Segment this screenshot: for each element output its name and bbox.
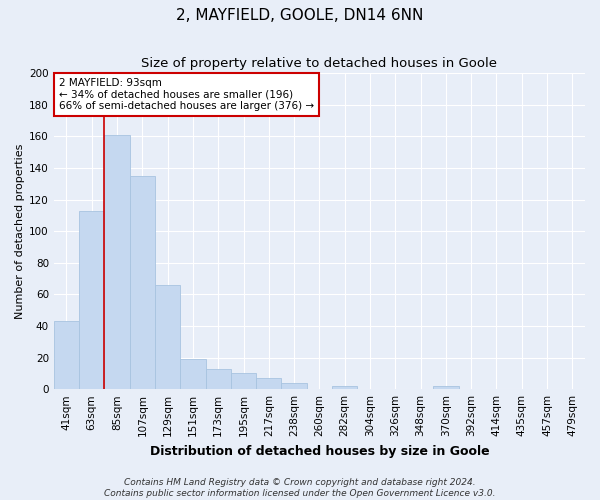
Bar (130, 176, 155, 389)
Bar (281, 383, 307, 389)
Bar (433, 386, 458, 389)
Text: Contains HM Land Registry data © Crown copyright and database right 2024.
Contai: Contains HM Land Registry data © Crown c… (104, 478, 496, 498)
Bar (206, 368, 231, 389)
Bar (180, 359, 206, 389)
Bar (54, 321, 79, 389)
Bar (256, 378, 281, 389)
Text: 2, MAYFIELD, GOOLE, DN14 6NN: 2, MAYFIELD, GOOLE, DN14 6NN (176, 8, 424, 22)
Bar (332, 386, 358, 389)
X-axis label: Distribution of detached houses by size in Goole: Distribution of detached houses by size … (149, 444, 489, 458)
Title: Size of property relative to detached houses in Goole: Size of property relative to detached ho… (142, 58, 497, 70)
Bar (155, 285, 180, 389)
Bar (231, 374, 256, 389)
Bar (104, 134, 130, 389)
Y-axis label: Number of detached properties: Number of detached properties (15, 144, 25, 319)
Text: 2 MAYFIELD: 93sqm
← 34% of detached houses are smaller (196)
66% of semi-detache: 2 MAYFIELD: 93sqm ← 34% of detached hous… (59, 78, 314, 111)
Bar (79, 210, 104, 389)
